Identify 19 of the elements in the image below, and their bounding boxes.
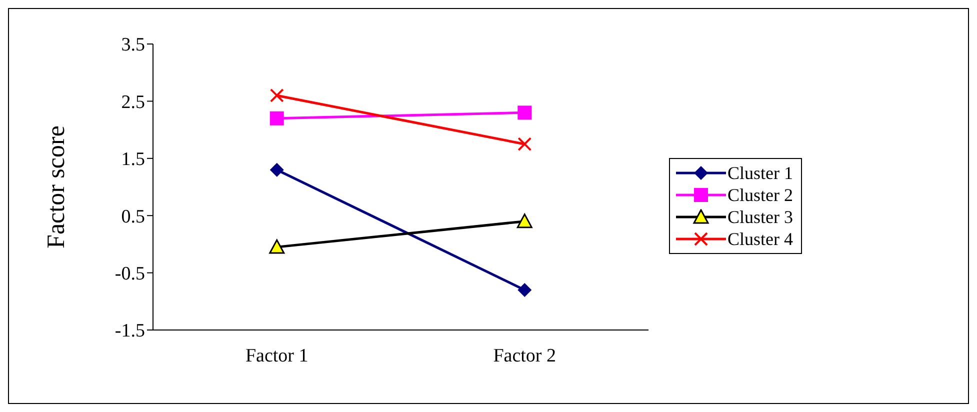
point (518, 282, 532, 297)
legend-label: Cluster 4 (728, 228, 793, 250)
point (270, 88, 284, 102)
point (518, 106, 532, 120)
point (270, 111, 284, 126)
y-tick-label: -0.5 (114, 264, 145, 285)
legend-label: Cluster 1 (728, 162, 793, 184)
x-tick-label: Factor 2 (493, 345, 556, 366)
y-tick-label: 2.5 (121, 92, 145, 113)
legend-label: Cluster 2 (728, 184, 793, 206)
y-tick-label: 1.5 (121, 149, 145, 170)
point (518, 137, 532, 152)
legend-label: Cluster 3 (728, 206, 793, 228)
y-tick-label: 0.5 (121, 206, 145, 228)
x-tick-label: Factor 1 (245, 345, 308, 366)
y-tick-label: -1.5 (114, 320, 145, 342)
y-tick-label: 3.5 (121, 34, 145, 56)
y-axis-title: Factor score (42, 126, 70, 248)
point (270, 162, 284, 177)
